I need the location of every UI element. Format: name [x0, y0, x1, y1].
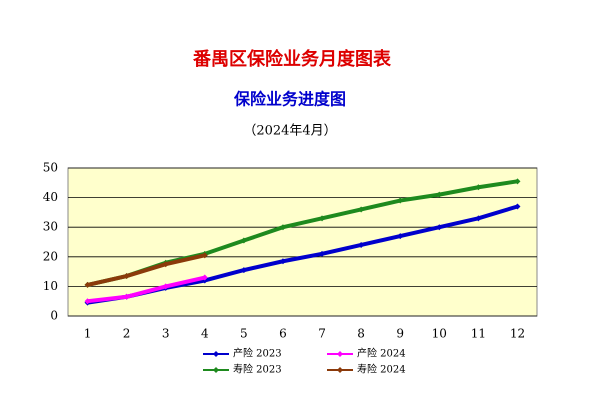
- y-tick-label: 50: [43, 161, 58, 175]
- y-tick-label: 10: [43, 279, 58, 293]
- point: [436, 224, 443, 231]
- point: [436, 191, 443, 198]
- x-tick-label: 4: [201, 327, 209, 341]
- point: [240, 237, 247, 244]
- legend-marker: [337, 367, 343, 373]
- y-tick-label: 20: [43, 249, 58, 263]
- point: [84, 298, 91, 305]
- point: [397, 197, 404, 204]
- x-tick-label: 1: [84, 327, 92, 341]
- legend-label: 寿险 2023: [233, 363, 282, 376]
- x-tick-label: 10: [432, 327, 447, 341]
- point: [358, 241, 365, 248]
- legend-marker: [213, 367, 219, 373]
- point: [358, 206, 365, 213]
- point: [279, 258, 286, 265]
- chart-title: 番禺区保险业务月度图表: [192, 48, 392, 70]
- legend-label: 产险 2024: [357, 347, 406, 360]
- point: [279, 224, 286, 231]
- legend-marker: [337, 351, 343, 357]
- point: [201, 274, 208, 281]
- point: [123, 293, 130, 300]
- point: [475, 184, 482, 191]
- point: [319, 215, 326, 222]
- point: [319, 250, 326, 257]
- point: [162, 283, 169, 290]
- point: [201, 252, 208, 259]
- x-tick-label: 2: [123, 327, 131, 341]
- x-tick-label: 5: [240, 327, 248, 341]
- y-tick-label: 0: [50, 309, 58, 323]
- legend-marker: [213, 351, 219, 357]
- legend-label: 产险 2023: [233, 347, 282, 360]
- x-tick-label: 3: [162, 327, 170, 341]
- point: [240, 267, 247, 274]
- legend-label: 寿险 2024: [357, 363, 406, 376]
- chart-note: （2024年4月）: [243, 124, 336, 139]
- x-tick-label: 8: [357, 327, 365, 341]
- y-tick-label: 40: [43, 190, 58, 204]
- x-tick-label: 9: [396, 327, 404, 341]
- point: [514, 203, 521, 210]
- x-tick-label: 12: [510, 327, 525, 341]
- point: [123, 273, 130, 280]
- chart-subtitle: 保险业务进度图: [233, 90, 346, 109]
- series-line: [87, 253, 206, 287]
- y-tick-label: 30: [43, 220, 58, 234]
- x-tick-label: 6: [279, 327, 287, 341]
- point: [475, 215, 482, 222]
- point: [84, 281, 91, 288]
- x-tick-label: 11: [471, 327, 486, 341]
- point: [514, 178, 521, 185]
- point: [397, 233, 404, 240]
- point: [162, 261, 169, 268]
- series-line: [87, 275, 206, 304]
- x-tick-label: 7: [318, 327, 326, 341]
